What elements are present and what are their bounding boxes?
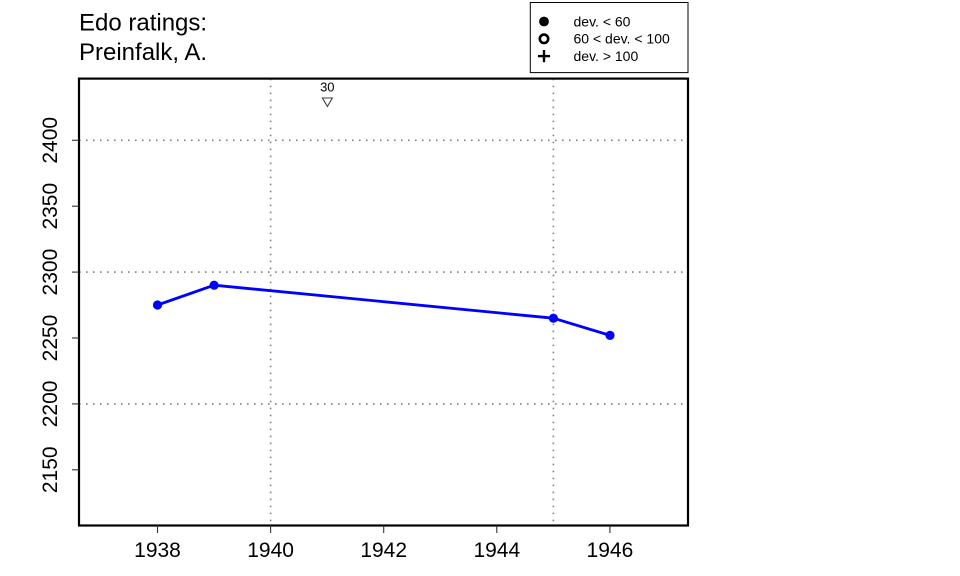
svg-text:Edo ratings:: Edo ratings: [79,9,207,36]
svg-text:2350: 2350 [39,183,62,230]
svg-text:2200: 2200 [39,381,62,428]
svg-text:30: 30 [320,80,334,95]
svg-text:1940: 1940 [247,539,294,562]
svg-text:2150: 2150 [39,446,62,493]
svg-text:2300: 2300 [39,249,62,296]
svg-text:Preinfalk, A.: Preinfalk, A. [79,39,207,66]
svg-text:dev. > 100: dev. > 100 [574,48,639,64]
svg-text:dev. < 60: dev. < 60 [574,13,631,29]
svg-text:60 < dev. < 100: 60 < dev. < 100 [574,31,670,47]
svg-text:1944: 1944 [473,539,520,562]
svg-text:1942: 1942 [360,539,407,562]
svg-text:2400: 2400 [39,117,62,164]
svg-text:1938: 1938 [134,539,181,562]
svg-text:1946: 1946 [587,539,634,562]
svg-text:2250: 2250 [39,315,62,362]
